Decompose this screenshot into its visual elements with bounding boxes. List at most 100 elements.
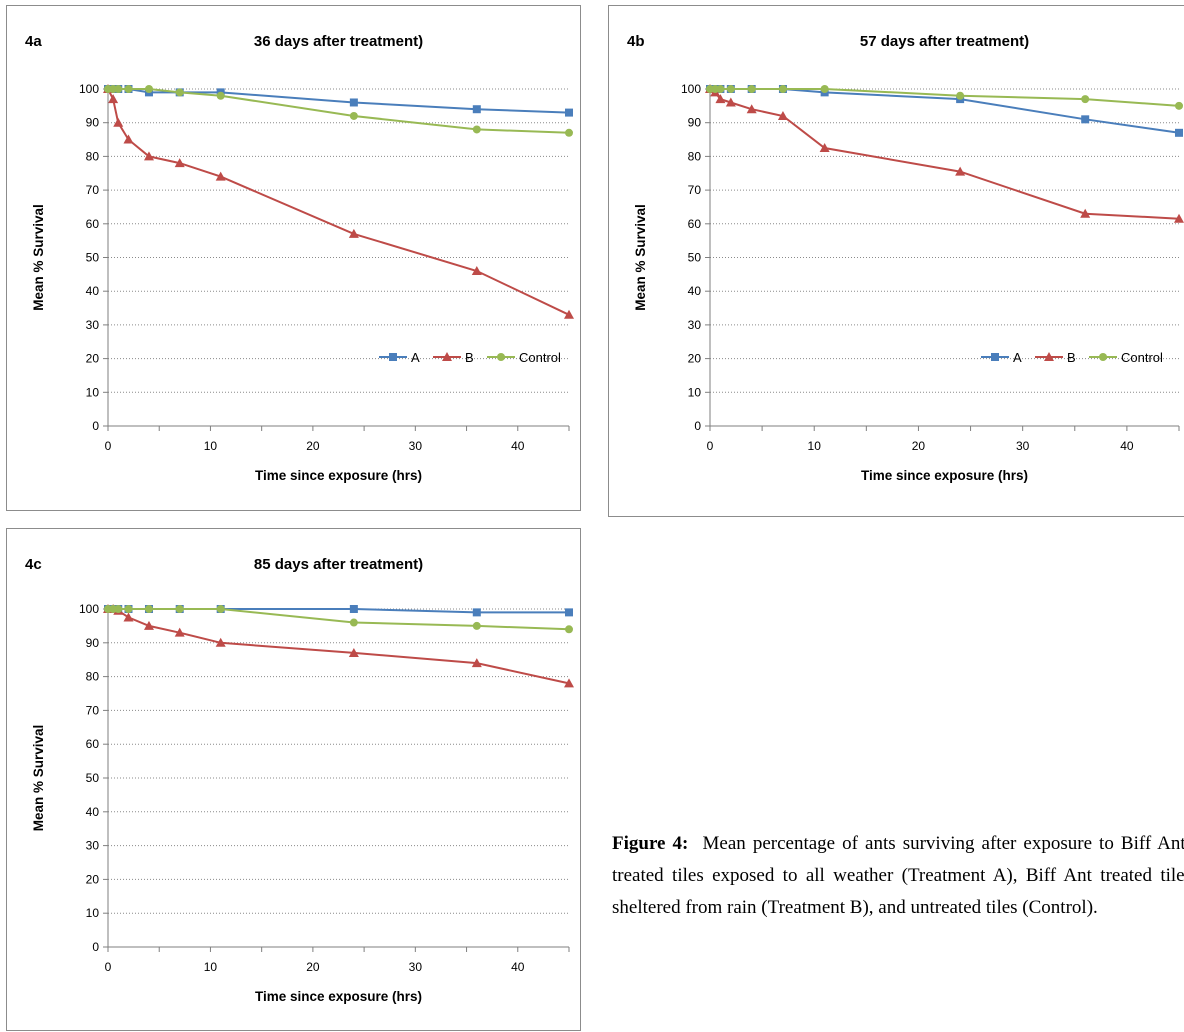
legend-marker — [1044, 352, 1054, 361]
y-tick-label: 40 — [86, 805, 100, 819]
data-point — [472, 125, 481, 134]
y-tick-label: 90 — [688, 116, 702, 130]
data-point — [349, 111, 358, 120]
y-tick-label: 0 — [92, 940, 99, 954]
data-point — [143, 620, 154, 630]
y-tick-label: 50 — [86, 771, 100, 785]
y-tick-label: 80 — [86, 670, 100, 684]
data-point — [349, 98, 358, 107]
y-tick-label: 30 — [86, 318, 100, 332]
data-point — [778, 85, 787, 93]
data-point — [746, 104, 757, 114]
y-tick-label: 70 — [688, 183, 702, 197]
x-axis-title: Time since exposure (hrs) — [861, 468, 1028, 483]
data-point — [819, 142, 830, 152]
data-point — [1081, 115, 1090, 124]
x-axis-title: Time since exposure (hrs) — [255, 989, 422, 1004]
x-tick-label: 10 — [204, 439, 218, 453]
y-tick-label: 50 — [688, 251, 702, 265]
x-tick-label: 20 — [306, 439, 320, 453]
series-control — [104, 605, 573, 634]
y-tick-label: 20 — [86, 872, 100, 886]
legend-marker — [389, 353, 397, 361]
y-tick-label: 10 — [86, 385, 100, 399]
data-point — [726, 85, 735, 93]
data-point — [777, 110, 788, 120]
data-point — [471, 265, 482, 275]
data-point — [955, 166, 966, 176]
data-point — [471, 658, 482, 668]
y-tick-label: 40 — [688, 284, 702, 298]
chart-svg-4a: 4a 36 days after treatment) 0 10 20 30 40 50 60 7… — [25, 33, 574, 483]
data-point — [124, 605, 133, 613]
chart-title: 85 days after treatment) — [254, 556, 423, 573]
caption-label: Figure 4: — [612, 833, 689, 854]
data-point — [349, 605, 358, 613]
data-point — [174, 158, 185, 168]
y-tick-label: 60 — [86, 217, 100, 231]
x-tick-label: 10 — [204, 960, 218, 974]
data-point — [348, 228, 359, 238]
data-point — [143, 151, 154, 161]
x-tick-label: 40 — [1120, 439, 1134, 453]
y-tick-label: 20 — [688, 352, 702, 366]
series-a — [104, 85, 573, 117]
data-point — [820, 85, 829, 93]
series-line-b — [709, 88, 1180, 220]
data-point — [216, 91, 225, 100]
series-control — [104, 85, 573, 137]
caption-text: Mean percentage of ants surviving after … — [612, 833, 1184, 918]
legend-entry-b: B — [465, 350, 474, 365]
x-tick-label: 40 — [511, 960, 525, 974]
chart-svg-4b: 4b 57 days after treatment) 0 10 20 30 40 50 60 7… — [627, 33, 1184, 483]
data-point — [114, 85, 123, 93]
series-a — [104, 605, 573, 617]
chart-panel-4b: 4b 57 days after treatment) 0 10 20 30 40 50 60 7… — [608, 5, 1184, 517]
y-tick-label: 90 — [86, 116, 100, 130]
legend: A B Control — [981, 350, 1163, 365]
data-point — [123, 134, 134, 144]
y-tick-label: 30 — [86, 839, 100, 853]
y-tick-label: 80 — [86, 149, 100, 163]
y-tick-label: 0 — [92, 419, 99, 433]
x-tick-label: 10 — [808, 439, 822, 453]
y-tick-label: 60 — [86, 737, 100, 751]
data-point — [144, 85, 153, 93]
data-point — [472, 621, 481, 630]
data-point — [565, 625, 573, 634]
legend-entry-a: A — [1013, 350, 1022, 365]
data-point — [215, 171, 226, 181]
x-tick-label: 0 — [707, 439, 714, 453]
y-tick-label: 80 — [688, 149, 702, 163]
data-point — [175, 605, 184, 613]
y-tick-label: 10 — [688, 385, 702, 399]
legend-entry-b: B — [1067, 350, 1076, 365]
y-tick-label: 20 — [86, 352, 100, 366]
legend-entry-control: Control — [519, 350, 561, 365]
y-tick-label: 50 — [86, 251, 100, 265]
data-point — [175, 88, 184, 97]
data-point — [348, 647, 359, 657]
y-axis-title: Mean % Survival — [31, 204, 46, 311]
y-tick-label: 70 — [86, 703, 100, 717]
panel-label: 4b — [627, 33, 645, 50]
y-tick-label: 60 — [688, 217, 702, 231]
chart-title: 36 days after treatment) — [254, 33, 423, 50]
chart-title: 57 days after treatment) — [860, 33, 1029, 50]
x-tick-label: 0 — [105, 439, 112, 453]
series-control — [706, 85, 1183, 110]
legend-marker — [497, 353, 505, 361]
chart-panel-4a: 4a 36 days after treatment) 0 10 20 30 40 50 60 7… — [6, 5, 581, 511]
data-point — [1175, 128, 1183, 137]
y-tick-label: 30 — [688, 318, 702, 332]
data-point — [174, 627, 185, 637]
data-point — [956, 91, 965, 100]
legend-entry-a: A — [411, 350, 420, 365]
x-tick-label: 20 — [306, 960, 320, 974]
data-point — [472, 105, 481, 114]
x-tick-label: 20 — [912, 439, 926, 453]
data-point — [725, 97, 736, 107]
data-point — [123, 612, 134, 622]
y-axis-title: Mean % Survival — [31, 725, 46, 832]
data-point — [1080, 208, 1091, 218]
